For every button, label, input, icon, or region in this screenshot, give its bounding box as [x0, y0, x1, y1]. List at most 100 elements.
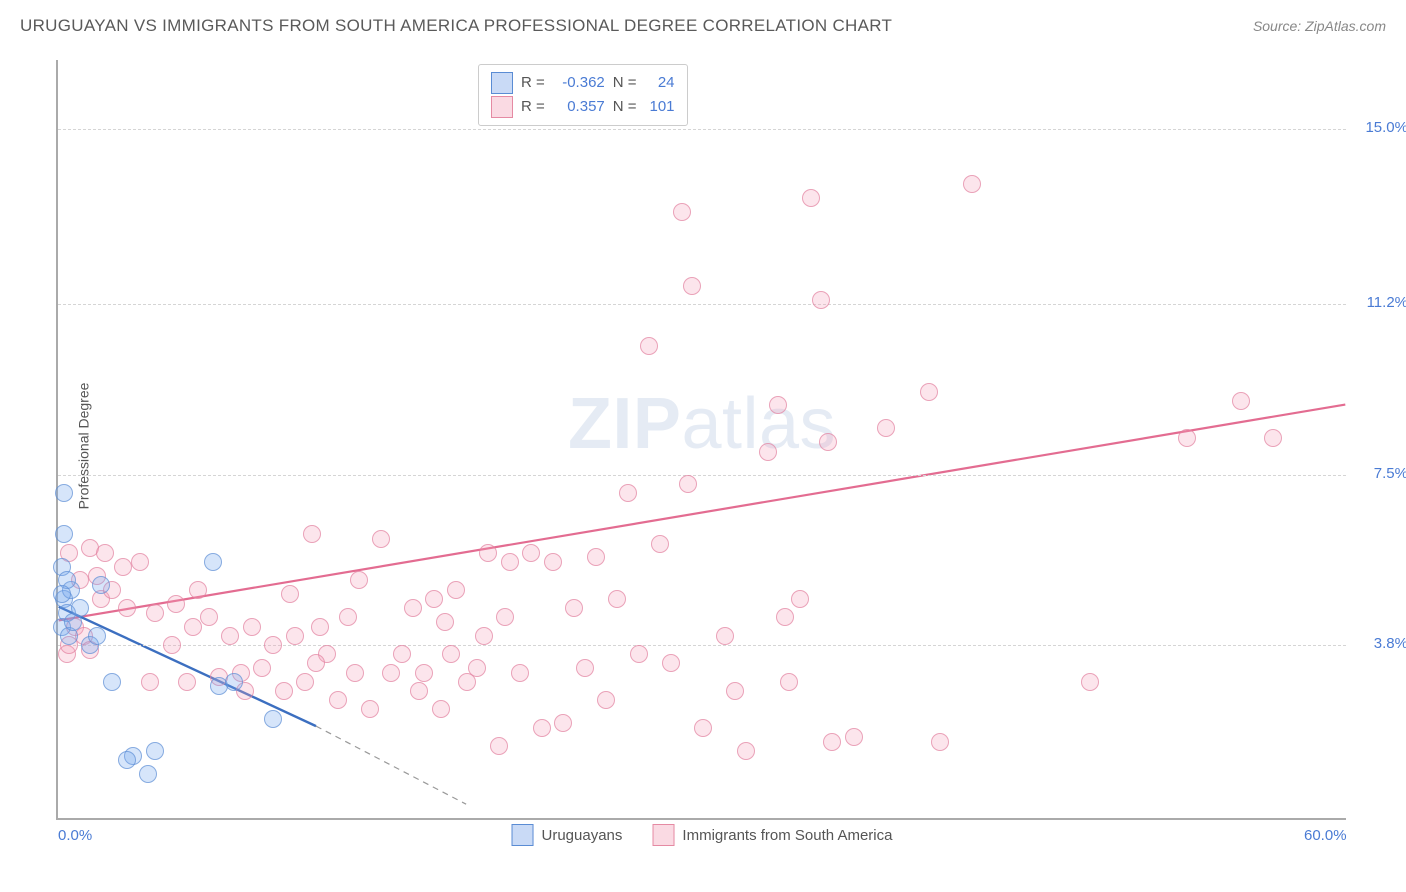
- scatter-point: [1264, 429, 1282, 447]
- scatter-point: [329, 691, 347, 709]
- scatter-point: [346, 664, 364, 682]
- stats-box: R = -0.362 N = 24 R = 0.357 N = 101: [478, 64, 688, 126]
- scatter-point: [221, 627, 239, 645]
- scatter-point: [436, 613, 454, 631]
- scatter-point: [415, 664, 433, 682]
- scatter-point: [425, 590, 443, 608]
- scatter-point: [339, 608, 357, 626]
- scatter-point: [114, 558, 132, 576]
- gridline: [58, 645, 1346, 646]
- n-value: 24: [645, 71, 675, 95]
- scatter-point: [679, 475, 697, 493]
- scatter-point: [576, 659, 594, 677]
- gridline: [58, 475, 1346, 476]
- blue-swatch-icon: [491, 72, 513, 94]
- plot-area: ZIPatlas R = -0.362 N = 24 R = 0.357 N =…: [56, 60, 1346, 820]
- scatter-point: [479, 544, 497, 562]
- source-attribution: Source: ZipAtlas.com: [1253, 18, 1386, 34]
- scatter-point: [651, 535, 669, 553]
- r-label: R =: [521, 71, 545, 95]
- y-tick-label: 15.0%: [1352, 119, 1406, 136]
- watermark-bold: ZIP: [568, 384, 682, 464]
- scatter-point: [931, 733, 949, 751]
- scatter-point: [716, 627, 734, 645]
- watermark: ZIPatlas: [568, 383, 836, 465]
- scatter-point: [55, 525, 73, 543]
- scatter-point: [204, 553, 222, 571]
- scatter-point: [264, 636, 282, 654]
- y-tick-label: 3.8%: [1352, 635, 1406, 652]
- pink-swatch-icon: [652, 824, 674, 846]
- scatter-point: [131, 553, 149, 571]
- legend-item: Immigrants from South America: [652, 824, 892, 846]
- scatter-point: [92, 576, 110, 594]
- scatter-point: [163, 636, 181, 654]
- scatter-point: [361, 700, 379, 718]
- r-label: R =: [521, 95, 545, 119]
- scatter-point: [382, 664, 400, 682]
- chart-container: ZIPatlas R = -0.362 N = 24 R = 0.357 N =…: [56, 60, 1376, 850]
- r-value: -0.362: [553, 71, 605, 95]
- scatter-point: [103, 673, 121, 691]
- scatter-point: [554, 714, 572, 732]
- scatter-point: [737, 742, 755, 760]
- scatter-point: [694, 719, 712, 737]
- scatter-point: [619, 484, 637, 502]
- scatter-point: [819, 433, 837, 451]
- scatter-point: [141, 673, 159, 691]
- scatter-point: [608, 590, 626, 608]
- stats-row: R = -0.362 N = 24: [491, 71, 675, 95]
- scatter-point: [225, 673, 243, 691]
- scatter-point: [769, 396, 787, 414]
- scatter-point: [410, 682, 428, 700]
- scatter-point: [759, 443, 777, 461]
- scatter-point: [118, 751, 136, 769]
- scatter-point: [845, 728, 863, 746]
- scatter-point: [146, 742, 164, 760]
- bottom-legend: Uruguayans Immigrants from South America: [512, 824, 893, 846]
- scatter-point: [243, 618, 261, 636]
- scatter-point: [118, 599, 136, 617]
- scatter-point: [823, 733, 841, 751]
- scatter-point: [146, 604, 164, 622]
- chart-title: URUGUAYAN VS IMMIGRANTS FROM SOUTH AMERI…: [20, 16, 892, 36]
- scatter-point: [447, 581, 465, 599]
- scatter-point: [791, 590, 809, 608]
- legend-label: Immigrants from South America: [682, 827, 892, 844]
- scatter-point: [490, 737, 508, 755]
- scatter-point: [511, 664, 529, 682]
- scatter-point: [776, 608, 794, 626]
- scatter-point: [726, 682, 744, 700]
- scatter-point: [533, 719, 551, 737]
- scatter-point: [311, 618, 329, 636]
- scatter-point: [167, 595, 185, 613]
- scatter-point: [963, 175, 981, 193]
- scatter-point: [189, 581, 207, 599]
- scatter-point: [442, 645, 460, 663]
- n-label: N =: [613, 71, 637, 95]
- gridline: [58, 129, 1346, 130]
- trend-lines: [58, 60, 1346, 818]
- scatter-point: [303, 525, 321, 543]
- scatter-point: [780, 673, 798, 691]
- scatter-point: [920, 383, 938, 401]
- x-tick-label: 60.0%: [1304, 827, 1347, 844]
- r-value: 0.357: [553, 95, 605, 119]
- scatter-point: [432, 700, 450, 718]
- scatter-point: [544, 553, 562, 571]
- n-label: N =: [613, 95, 637, 119]
- scatter-point: [404, 599, 422, 617]
- scatter-point: [468, 659, 486, 677]
- scatter-point: [1232, 392, 1250, 410]
- scatter-point: [88, 627, 106, 645]
- legend-item: Uruguayans: [512, 824, 623, 846]
- scatter-point: [812, 291, 830, 309]
- blue-swatch-icon: [512, 824, 534, 846]
- scatter-point: [139, 765, 157, 783]
- scatter-point: [286, 627, 304, 645]
- scatter-point: [496, 608, 514, 626]
- scatter-point: [275, 682, 293, 700]
- y-tick-label: 11.2%: [1352, 294, 1406, 311]
- scatter-point: [96, 544, 114, 562]
- scatter-point: [307, 654, 325, 672]
